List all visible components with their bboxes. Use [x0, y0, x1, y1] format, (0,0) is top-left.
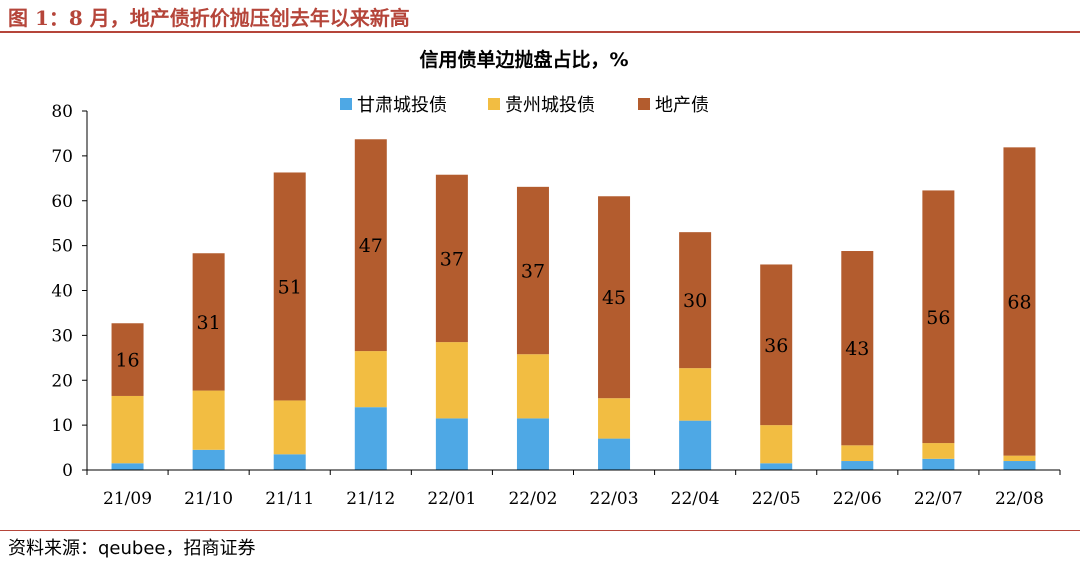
bar-gansu [922, 458, 955, 470]
x-tick-label: 22/03 [590, 489, 639, 509]
y-tick-label: 40 [51, 282, 73, 302]
y-tick-label: 80 [51, 102, 73, 122]
data-label: 47 [359, 235, 383, 257]
x-tick-label: 21/11 [265, 489, 314, 509]
bar-gansu [598, 438, 631, 470]
legend-swatch [638, 98, 650, 110]
data-label: 45 [602, 287, 626, 309]
bar-gansu [516, 418, 549, 470]
x-tick-label: 22/04 [671, 489, 720, 509]
bar-guizhou [516, 354, 549, 419]
x-tick-label: 21/09 [103, 489, 152, 509]
figure-title: 图 1：8 月，地产债折价抛压创去年以来新高 [8, 6, 410, 30]
bar-realestate [841, 251, 874, 446]
bar-realestate [435, 174, 468, 343]
data-label: 16 [115, 350, 139, 372]
bar-guizhou [922, 443, 955, 459]
legend-swatch [340, 98, 352, 110]
bar-guizhou [679, 368, 712, 421]
bar-guizhou [354, 351, 387, 408]
bar-guizhou [598, 398, 631, 439]
x-tick-label: 22/08 [995, 489, 1044, 509]
bar-gansu [354, 407, 387, 470]
bar-realestate [598, 196, 631, 399]
legend-swatch [488, 98, 500, 110]
bar-realestate [273, 172, 306, 401]
title-divider [0, 31, 1080, 33]
y-tick-label: 70 [51, 147, 73, 167]
bars [111, 139, 1036, 470]
x-tick-label: 22/02 [508, 489, 557, 509]
source-note: 资料来源：qeubee，招商证券 [8, 538, 256, 559]
bar-gansu [760, 463, 793, 470]
x-tick-label: 22/01 [427, 489, 476, 509]
data-label: 36 [764, 335, 788, 357]
data-label: 43 [845, 338, 869, 360]
bar-guizhou [192, 390, 225, 450]
bar-gansu [841, 461, 874, 470]
source-divider [0, 530, 1080, 531]
bar-guizhou [841, 445, 874, 462]
data-label: 30 [683, 290, 707, 312]
data-label: 68 [1007, 291, 1031, 313]
y-tick-label: 20 [51, 371, 73, 391]
x-tick-label: 21/10 [184, 489, 233, 509]
bar-realestate [516, 186, 549, 355]
bar-gansu [192, 449, 225, 470]
bar-guizhou [273, 400, 306, 455]
bar-realestate [111, 323, 144, 396]
data-label: 37 [521, 261, 545, 283]
chart-title: 信用债单边抛盘占比，% [419, 48, 628, 71]
bar-guizhou [1003, 455, 1036, 462]
data-label: 51 [278, 276, 302, 298]
bar-gansu [273, 454, 306, 470]
bar-realestate [760, 264, 793, 426]
y-tick-label: 50 [51, 237, 73, 257]
data-label: 37 [440, 248, 464, 270]
x-tick-label: 22/06 [833, 489, 882, 509]
legend-label: 甘肃城投债 [357, 95, 447, 116]
bar-gansu [1003, 461, 1036, 470]
legend-label: 贵州城投债 [505, 95, 595, 116]
bar-guizhou [111, 395, 144, 464]
y-tick-label: 60 [51, 192, 73, 212]
legend-label: 地产债 [655, 95, 709, 116]
y-tick-label: 0 [62, 461, 73, 481]
stacked-bar-chart: 信用债单边抛盘占比，% 甘肃城投债 贵州城投债 地产债 16 31 51 47 37 37 45… [51, 48, 1061, 509]
y-tick-label: 10 [51, 416, 73, 436]
bar-realestate [354, 139, 387, 352]
bar-gansu [679, 420, 712, 470]
bar-realestate [1003, 147, 1036, 456]
y-tick-label: 30 [51, 326, 73, 346]
bar-gansu [435, 418, 468, 470]
data-labels: 16 31 51 47 37 37 45 30 36 43 56 68 [115, 235, 1031, 371]
bar-gansu [111, 463, 144, 470]
x-tick-label: 21/12 [346, 489, 395, 509]
bar-realestate [922, 190, 955, 444]
bar-realestate [192, 253, 225, 391]
bar-guizhou [760, 425, 793, 464]
bar-guizhou [435, 342, 468, 419]
data-label: 56 [926, 307, 950, 329]
legend: 甘肃城投债 贵州城投债 地产债 [340, 95, 709, 116]
x-tick-label: 22/07 [914, 489, 963, 509]
bar-realestate [679, 232, 712, 369]
axes: 0 10 20 30 40 50 60 70 80 21/09 21/10 21/11 21/12 22/… [51, 102, 1061, 509]
data-label: 31 [197, 312, 221, 334]
x-tick-label: 22/05 [752, 489, 801, 509]
